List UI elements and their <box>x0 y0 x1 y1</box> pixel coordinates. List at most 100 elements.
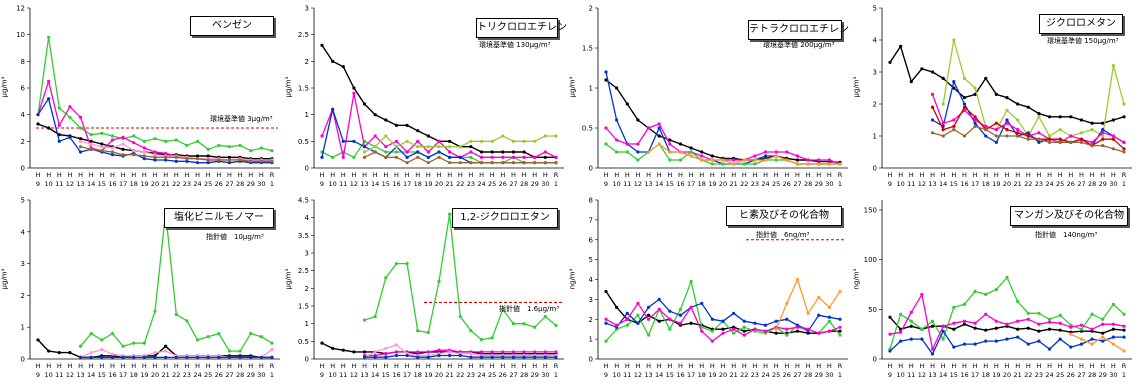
x-tick-era: H <box>121 171 126 179</box>
x-tick-era: H <box>184 171 189 179</box>
data-point <box>405 150 409 154</box>
x-tick-era: H <box>142 171 147 179</box>
data-point <box>774 331 778 335</box>
data-point <box>941 128 945 132</box>
data-point <box>437 145 441 149</box>
x-tick-year: 21 <box>161 180 169 188</box>
x-tick-era: H <box>174 171 179 179</box>
x-tick-era: H <box>710 362 715 370</box>
x-tick-year: 24 <box>761 371 769 379</box>
x-tick-year: 25 <box>488 180 496 188</box>
data-point <box>1122 324 1126 328</box>
data-point <box>1122 150 1126 154</box>
data-point <box>384 355 388 359</box>
x-tick-year: 20 <box>1003 180 1011 188</box>
data-point <box>78 139 83 143</box>
data-point <box>1016 118 1020 122</box>
data-point <box>625 142 629 146</box>
data-point <box>1079 137 1084 141</box>
chart-title: ヒ素及びその化合物 <box>726 206 842 226</box>
x-tick-year: 30 <box>541 371 549 379</box>
x-tick-era: H <box>678 362 683 370</box>
x-tick-year: 18 <box>982 180 990 188</box>
x-tick-era: H <box>1026 171 1031 179</box>
y-tick-label: 4 <box>305 214 310 222</box>
x-tick-era: H <box>888 362 893 370</box>
data-point <box>774 327 778 331</box>
y-tick-label: 6 <box>21 85 26 93</box>
data-point <box>1026 326 1030 330</box>
data-point <box>405 155 409 159</box>
data-point <box>47 35 51 39</box>
data-point <box>604 317 608 321</box>
x-tick-era: H <box>46 171 51 179</box>
data-point <box>646 317 651 321</box>
data-point <box>533 350 537 354</box>
x-tick-era: H <box>731 362 736 370</box>
x-tick-era: H <box>1111 362 1116 370</box>
standard-label: 環境基準値 150μg/m³ <box>1047 37 1119 45</box>
data-point <box>227 155 232 159</box>
data-point <box>448 212 452 216</box>
data-point <box>36 122 40 126</box>
x-tick-year: 19 <box>140 371 148 379</box>
data-point <box>952 327 956 331</box>
data-point <box>533 325 537 329</box>
y-tick-label: 3 <box>589 296 593 304</box>
data-point <box>973 124 977 128</box>
data-point <box>1016 319 1020 323</box>
x-tick-era: H <box>909 171 914 179</box>
data-point <box>110 150 115 154</box>
data-point <box>636 321 640 325</box>
x-tick-era: H <box>174 362 179 370</box>
x-tick-year: 22 <box>740 180 748 188</box>
x-tick-era: H <box>657 171 662 179</box>
data-point <box>394 350 399 354</box>
data-point <box>384 145 388 149</box>
data-point <box>941 134 945 138</box>
data-point <box>615 150 619 154</box>
data-point <box>678 158 683 162</box>
x-tick-year: 21 <box>1013 180 1021 188</box>
x-tick-year: 11 <box>907 180 915 188</box>
x-tick-era: H <box>543 171 548 179</box>
data-point <box>1037 112 1041 116</box>
data-point <box>1026 342 1030 346</box>
data-point <box>1058 321 1062 325</box>
data-point <box>110 352 115 356</box>
x-tick-era: H <box>341 171 346 179</box>
data-point <box>320 155 324 159</box>
data-point <box>710 339 714 343</box>
x-tick-era: H <box>930 171 935 179</box>
data-point <box>270 159 274 163</box>
x-tick-era: H <box>1100 362 1105 370</box>
x-tick-era: H <box>909 362 914 370</box>
y-tick-label: 4 <box>21 228 26 236</box>
y-tick-label: 2.5 <box>298 31 309 39</box>
x-tick-year: 23 <box>751 371 759 379</box>
data-point <box>501 350 505 354</box>
data-point <box>1079 118 1084 122</box>
x-tick-era: H <box>742 171 747 179</box>
y-tick-label: 5 <box>21 197 25 205</box>
data-point <box>405 123 409 127</box>
series-line <box>364 213 557 341</box>
x-tick-year: 20 <box>435 371 443 379</box>
x-tick-era: R <box>838 171 843 179</box>
data-point <box>469 155 473 159</box>
data-point <box>994 134 998 138</box>
x-tick-era: H <box>951 171 956 179</box>
data-point <box>952 321 956 325</box>
x-tick-era: R <box>1122 362 1127 370</box>
x-tick-era: H <box>227 362 232 370</box>
chart-panel: 0 2 4 6 8 10 12 H 9 H 10 H 11 H 12 H 13 H 14 H 15 H 16 H 17 H 18 H 1… <box>0 0 284 192</box>
data-point <box>36 113 40 117</box>
data-point <box>164 344 168 348</box>
x-tick-year: 30 <box>257 180 265 188</box>
y-tick-label: 3 <box>305 5 309 13</box>
data-point <box>753 327 757 331</box>
x-tick-era: H <box>625 171 630 179</box>
x-tick-era: H <box>604 171 609 179</box>
data-point <box>121 135 125 139</box>
x-tick-year: 17 <box>403 371 411 379</box>
